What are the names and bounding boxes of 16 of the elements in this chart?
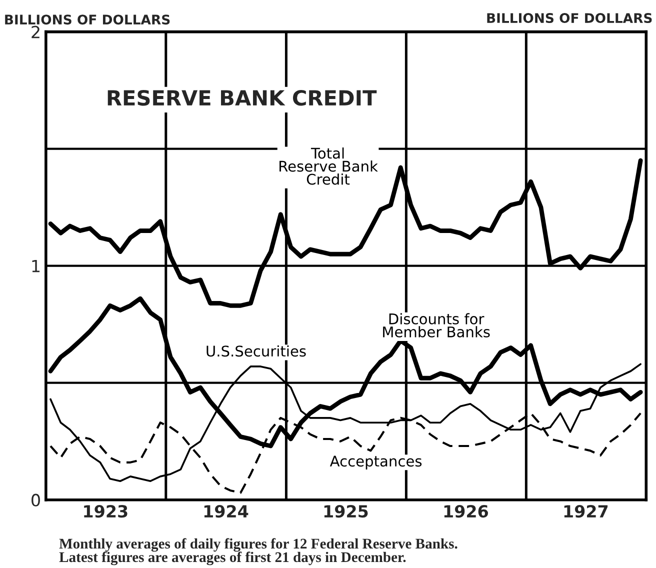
y-axis-title: BILLIONS OF DOLLARS [5,14,170,25]
y-tick-label: 1 [32,260,40,272]
x-tick-label: 1923 [84,504,128,518]
series-label: Acceptances [330,456,422,470]
y-tick-label: 0 [32,494,40,506]
text: Monthly averages of daily figures for 12 Federal Reserve Banks. Latest figures are averages of first 21 days in December. [59,538,458,566]
x-tick-label: 1927 [564,504,608,518]
series-label: U.S.Securities [206,345,306,357]
x-tick-label: 1925 [324,504,368,518]
y-tick-label: 2 [32,26,40,38]
text: BILLIONS OF DOLLARS [487,13,652,24]
text: RESERVE BANK CREDIT [108,90,377,106]
series-label: Total Reserve Bank Credit [280,147,378,185]
x-tick-label: 1924 [204,504,248,518]
series-label: Discounts for Member Banks [383,313,490,338]
x-tick-label: 1926 [444,504,488,518]
